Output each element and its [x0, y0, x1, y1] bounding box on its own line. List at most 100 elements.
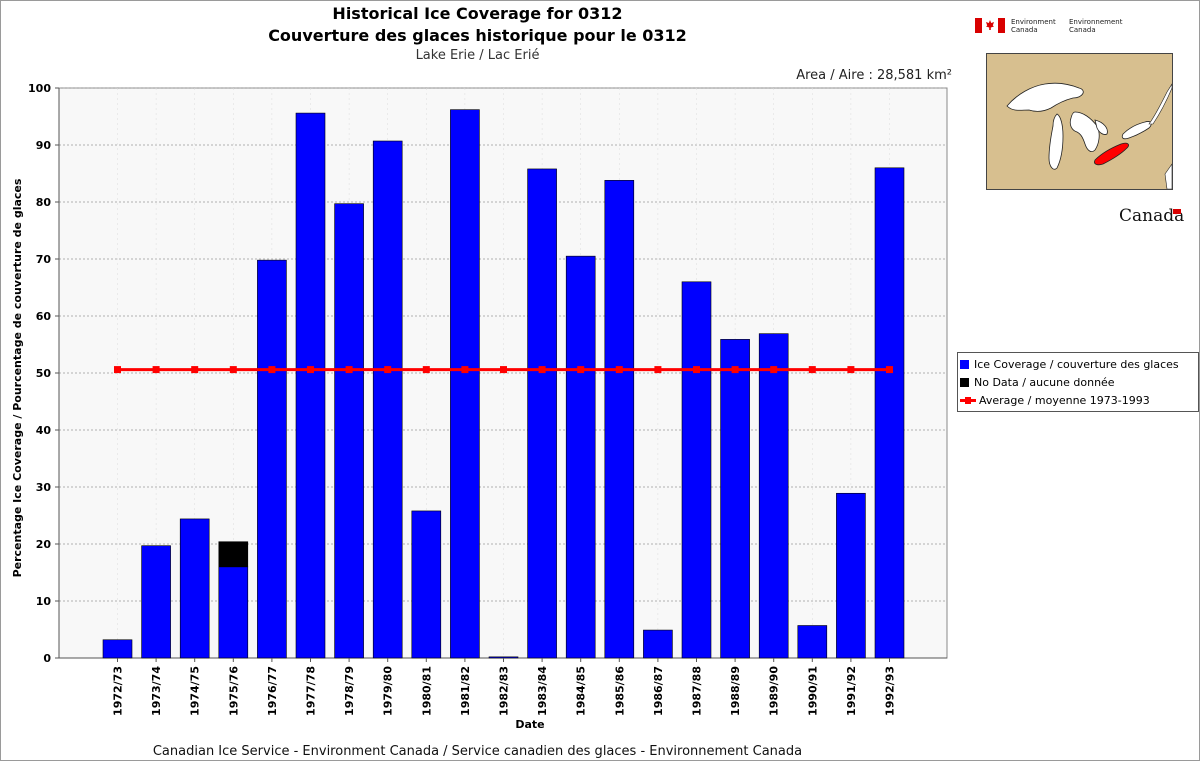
bar-ice-coverage	[643, 629, 673, 659]
x-tick-label: 1974/75	[189, 666, 202, 716]
x-tick-label: 1986/87	[652, 666, 665, 716]
bar-ice-coverage	[179, 518, 210, 659]
wordmark-flag-icon	[1173, 209, 1181, 214]
bar-ice-coverage	[720, 339, 750, 659]
bar-ice-coverage	[141, 545, 171, 659]
bar-ice-coverage	[102, 639, 133, 659]
y-tick-label: 30	[36, 481, 52, 494]
average-marker	[770, 366, 778, 374]
x-tick-label: 1978/79	[343, 666, 356, 716]
x-tick-label: 1984/85	[575, 666, 588, 716]
average-marker	[731, 366, 739, 374]
average-marker	[307, 366, 314, 374]
average-marker	[847, 366, 855, 374]
bar-ice-coverage	[334, 203, 364, 659]
x-tick-label: 1980/81	[420, 666, 433, 716]
x-tick-label: 1992/93	[884, 666, 897, 716]
great-lakes-map-icon	[987, 54, 1172, 189]
bar-ice-coverage	[488, 656, 519, 659]
bar-ice-coverage	[372, 140, 403, 659]
x-tick-label: 1987/88	[691, 666, 704, 716]
average-marker	[152, 366, 160, 374]
bar-ice-coverage	[218, 566, 249, 659]
x-tick-label: 1973/74	[150, 666, 163, 716]
legend-swatch-average	[960, 396, 976, 405]
bar-ice-coverage	[797, 625, 828, 659]
x-tick-label: 1975/76	[227, 666, 240, 716]
legend-swatch-coverage	[960, 359, 969, 369]
x-tick-label: 1981/82	[459, 666, 472, 716]
average-marker	[191, 366, 199, 374]
bar-no-data	[218, 541, 249, 568]
x-tick-label: 1979/80	[382, 666, 395, 716]
great-lakes-map	[986, 53, 1173, 190]
average-marker	[345, 366, 353, 374]
x-tick-label: 1983/84	[536, 666, 549, 716]
legend-item-coverage: Ice Coverage / couverture des glaces	[958, 355, 1198, 373]
average-marker	[422, 366, 430, 374]
x-tick-label: 1972/73	[112, 666, 125, 716]
y-tick-label: 50	[36, 367, 52, 380]
bar-ice-coverage	[257, 259, 287, 659]
average-marker	[693, 366, 700, 374]
average-marker	[384, 366, 392, 374]
bar-ice-coverage	[758, 333, 789, 659]
legend-item-nodata: No Data / aucune donnée	[958, 373, 1198, 391]
bar-ice-coverage	[604, 180, 635, 659]
ice-coverage-chart: 0 10 20 30 40 50 60 70 80 90 100 1972/73 1973/74 1974…	[11, 82, 948, 731]
legend-swatch-nodata	[960, 377, 969, 387]
bar-ice-coverage	[411, 510, 442, 659]
y-tick-label: 70	[36, 253, 52, 266]
y-tick-label: 80	[36, 196, 52, 209]
bar-ice-coverage	[565, 255, 596, 659]
y-tick-label: 40	[36, 424, 52, 437]
x-tick-label: 1988/89	[729, 666, 742, 716]
chart-title: Historical Ice Coverage for 0312	[332, 4, 623, 23]
average-marker	[114, 366, 121, 374]
y-tick-label: 10	[36, 595, 52, 608]
average-marker	[577, 366, 585, 374]
legend-label-nodata: No Data / aucune donnée	[974, 375, 1115, 389]
legend-item-average: Average / moyenne 1973-1993	[958, 391, 1198, 409]
chart-subtitle: Lake Erie / Lac Erié	[415, 48, 540, 63]
bar-ice-coverage	[527, 168, 557, 659]
x-tick-label: 1982/83	[498, 666, 511, 716]
canada-flag-icon	[975, 18, 1005, 33]
canada-wordmark: Canada	[1119, 206, 1185, 226]
bar-ice-coverage	[681, 281, 712, 659]
department-name-en: Environment Canada	[1011, 18, 1056, 34]
department-name-fr: Environnement Canada	[1069, 18, 1123, 34]
average-marker	[654, 366, 662, 374]
chart-title-fr: Couverture des glaces historique pour le…	[268, 26, 687, 45]
average-marker	[268, 366, 276, 374]
x-tick-label: 1976/77	[266, 666, 279, 716]
average-marker	[538, 366, 546, 374]
y-tick-label: 100	[28, 82, 51, 95]
average-marker	[500, 366, 507, 374]
bar-ice-coverage	[295, 112, 326, 659]
chart-legend: Ice Coverage / couverture des glaces No …	[957, 352, 1199, 412]
y-axis-label: Percentage Ice Coverage / Pourcentage de…	[11, 178, 24, 577]
area-label: Area / Aire : 28,581 km²	[796, 68, 952, 83]
y-tick-label: 90	[36, 139, 52, 152]
average-marker	[808, 366, 816, 374]
bar-ice-coverage	[450, 109, 480, 659]
footer-credit: Canadian Ice Service - Environment Canad…	[152, 744, 803, 759]
y-tick-label: 20	[36, 538, 52, 551]
y-tick-label: 60	[36, 310, 52, 323]
y-tick-label: 0	[43, 652, 51, 665]
x-tick-label: 1989/90	[768, 666, 781, 716]
x-tick-label: 1977/78	[305, 666, 318, 716]
x-tick-label: 1990/91	[806, 666, 819, 716]
average-marker	[615, 366, 623, 374]
legend-label-average: Average / moyenne 1973-1993	[979, 393, 1150, 407]
x-tick-label: 1985/86	[613, 666, 626, 716]
x-tick-label: 1991/92	[845, 666, 858, 716]
legend-label-coverage: Ice Coverage / couverture des glaces	[974, 357, 1179, 371]
environment-canada-logo: Environment Canada Environnement Canada	[975, 18, 1123, 34]
bar-ice-coverage	[836, 492, 866, 659]
average-marker	[229, 366, 237, 374]
average-marker	[461, 366, 469, 374]
bar-ice-coverage	[874, 167, 905, 659]
x-axis-label: Date	[515, 718, 544, 731]
